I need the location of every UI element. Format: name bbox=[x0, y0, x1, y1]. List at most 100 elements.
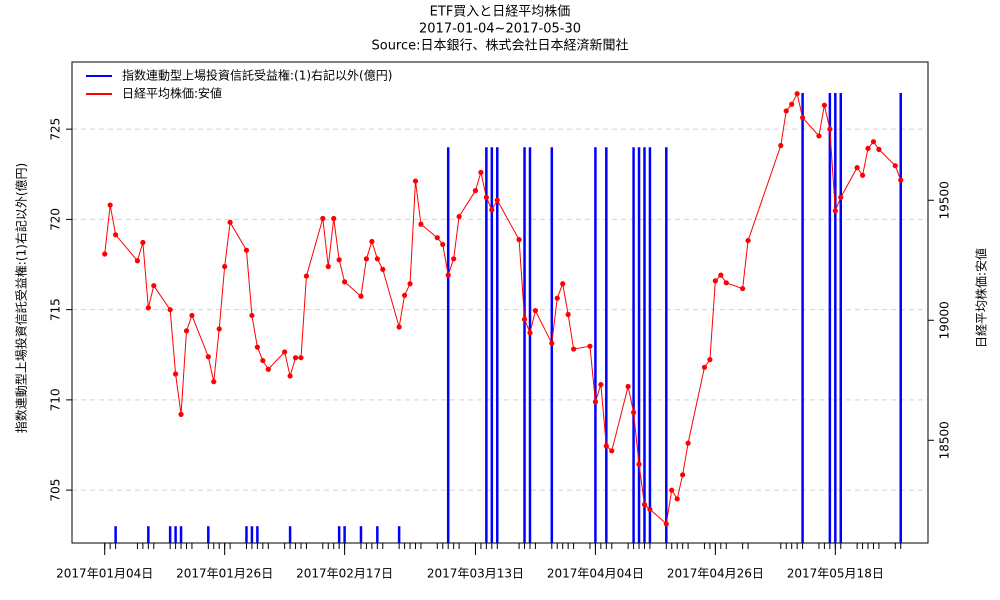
legend-label: 指数連動型上場投資信託受益権:(1)右記以外(億円) bbox=[122, 68, 392, 83]
line-point bbox=[145, 305, 151, 311]
line-point bbox=[712, 278, 718, 284]
line-point bbox=[641, 501, 648, 508]
line-point bbox=[821, 102, 828, 108]
line-point bbox=[838, 194, 844, 200]
line-point bbox=[630, 409, 637, 416]
line-point bbox=[292, 355, 299, 361]
line-point bbox=[701, 364, 708, 370]
line-point bbox=[799, 115, 806, 121]
line-point bbox=[745, 237, 751, 244]
line-point bbox=[189, 312, 195, 319]
y2-axis-label: 日経平均株価:安値 bbox=[974, 248, 989, 348]
line-point bbox=[363, 256, 370, 262]
line-point bbox=[783, 108, 789, 114]
line-point bbox=[445, 272, 451, 278]
y-tick-label: 705 bbox=[49, 479, 63, 502]
line-point bbox=[287, 373, 293, 379]
line-point bbox=[740, 285, 746, 292]
line-point bbox=[374, 256, 380, 262]
line-point bbox=[625, 383, 631, 390]
line-point bbox=[832, 208, 838, 214]
line-point bbox=[778, 142, 784, 149]
line-point bbox=[412, 178, 419, 184]
line-point bbox=[571, 346, 577, 352]
x-tick-label: 2017年02月17日 bbox=[296, 567, 393, 581]
line-point bbox=[892, 163, 898, 169]
line-point bbox=[603, 443, 609, 449]
line-point bbox=[140, 239, 146, 246]
line-point bbox=[587, 343, 593, 349]
line-point bbox=[358, 293, 364, 299]
legend-label: 日経平均株価:安値 bbox=[122, 86, 222, 101]
line-point bbox=[827, 126, 833, 132]
line-point bbox=[401, 292, 408, 298]
line-point bbox=[325, 263, 331, 270]
plot-frame bbox=[71, 61, 929, 544]
line-point bbox=[178, 411, 184, 417]
line-point bbox=[898, 177, 904, 183]
line-point bbox=[265, 366, 271, 372]
line-point bbox=[320, 215, 326, 222]
line-point bbox=[609, 448, 615, 454]
line-point bbox=[336, 257, 342, 263]
line-point bbox=[680, 472, 686, 478]
line-point bbox=[183, 328, 190, 334]
line-point bbox=[494, 197, 500, 203]
line-point bbox=[227, 219, 233, 225]
chart-subtitle: 2017-01-04~2017-05-30 bbox=[419, 22, 581, 37]
x-tick-label: 2017年04月26日 bbox=[667, 567, 764, 581]
line-point bbox=[865, 145, 871, 152]
line-point bbox=[560, 281, 566, 287]
x-tick-label: 2017年03月13日 bbox=[427, 567, 524, 581]
x-tick-label: 2017年05月18日 bbox=[787, 567, 884, 581]
line-point bbox=[707, 357, 713, 363]
line-point bbox=[418, 221, 424, 227]
line-point bbox=[532, 308, 539, 314]
line-point bbox=[527, 330, 533, 336]
line-point bbox=[205, 354, 211, 360]
line-point bbox=[342, 279, 348, 285]
line-point bbox=[674, 496, 680, 502]
line-point bbox=[151, 283, 157, 289]
line-point bbox=[472, 188, 479, 194]
y2-tick-label: 19500 bbox=[938, 181, 952, 219]
line-point bbox=[434, 235, 440, 241]
line-point bbox=[685, 440, 691, 446]
line-point bbox=[516, 237, 522, 243]
line-point bbox=[249, 312, 255, 319]
y-tick-label: 715 bbox=[49, 298, 63, 321]
x-tick-label: 2017年04月04日 bbox=[547, 567, 644, 581]
line-point bbox=[243, 247, 250, 253]
line-point bbox=[298, 355, 304, 361]
line-point bbox=[113, 232, 119, 238]
line-point bbox=[254, 344, 260, 350]
line-point bbox=[107, 202, 113, 208]
line-point bbox=[211, 379, 217, 385]
y2-tick-label: 19000 bbox=[938, 301, 952, 339]
line-point bbox=[369, 238, 375, 245]
line-point bbox=[565, 311, 571, 318]
line-point bbox=[451, 256, 457, 262]
line-point bbox=[669, 487, 675, 493]
line-point bbox=[521, 316, 528, 322]
y-tick-label: 725 bbox=[49, 118, 63, 141]
line-point bbox=[167, 307, 173, 313]
line-point bbox=[723, 280, 729, 286]
line-point bbox=[718, 272, 724, 278]
chart-title: ETF買入と日経平均株価 bbox=[430, 5, 571, 20]
x-tick-label: 2017年01月04日 bbox=[56, 567, 153, 581]
x-tick-label: 2017年01月26日 bbox=[176, 567, 273, 581]
line-point bbox=[816, 133, 822, 139]
line-point bbox=[407, 281, 413, 287]
line-point bbox=[483, 194, 489, 200]
line-point bbox=[489, 207, 495, 213]
line-point bbox=[549, 340, 555, 346]
line-point bbox=[478, 169, 484, 176]
line-path bbox=[104, 92, 902, 525]
y2-tick-label: 18500 bbox=[938, 421, 952, 459]
line-point bbox=[222, 263, 228, 270]
y-tick-label: 710 bbox=[49, 388, 63, 411]
line-point bbox=[859, 172, 866, 178]
line-point bbox=[592, 399, 599, 405]
line-point bbox=[854, 165, 860, 171]
